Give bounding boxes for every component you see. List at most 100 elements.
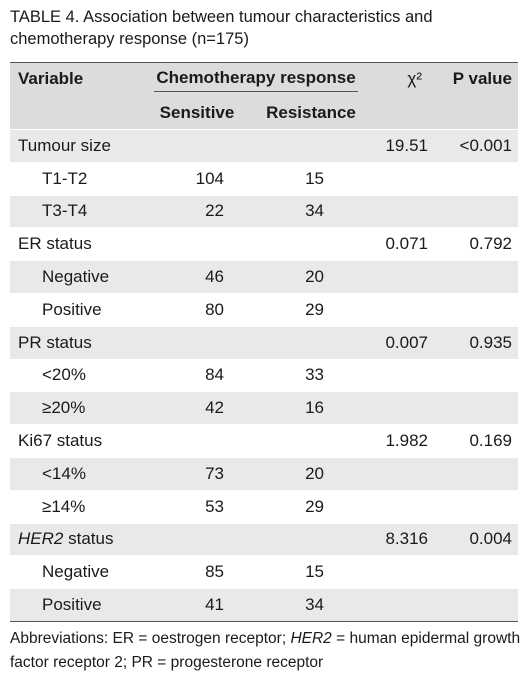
table-row: Negative 85 15	[10, 555, 518, 589]
table-row: <14% 73 20	[10, 456, 518, 491]
cell	[142, 227, 252, 261]
cell: 34	[252, 588, 370, 622]
table-row: ER status 0.071 0.792	[10, 227, 518, 261]
cell	[428, 391, 518, 425]
cell	[370, 260, 428, 294]
header-cell: χ²	[407, 69, 422, 88]
footnote-part: HER2	[290, 630, 332, 647]
row-label: Ki67 status	[10, 424, 142, 458]
sensitive-value: 104	[195, 168, 224, 188]
label-text: T3-T4	[42, 201, 88, 221]
cell	[428, 194, 518, 228]
sensitive-value: 42	[205, 398, 224, 418]
cell	[428, 456, 518, 491]
p-value: 0.004	[469, 529, 512, 549]
label-text: Positive	[42, 299, 102, 319]
resistance-value: 15	[305, 168, 324, 188]
cell	[252, 424, 370, 458]
title-line: chemotherapy response (n=175)	[10, 30, 249, 48]
row-label: Negative	[10, 260, 142, 294]
cell: 1.982	[370, 424, 428, 458]
row-label: T3-T4	[10, 194, 142, 228]
label-text: T1-T2	[42, 168, 88, 188]
chi2-value: 19.51	[385, 135, 428, 155]
cell: 33	[252, 358, 370, 392]
cell	[142, 325, 252, 360]
resistance-value: 16	[305, 398, 324, 418]
table-row: Ki67 status 1.982 0.169	[10, 424, 518, 458]
header-cell: Chemotherapy response	[142, 63, 370, 98]
header-cell: Variable	[18, 69, 84, 88]
resistance-value: 33	[305, 365, 324, 385]
row-label: Positive	[10, 292, 142, 327]
sensitive-value: 85	[205, 562, 224, 582]
row-label: <20%	[10, 358, 142, 392]
label-text: Tumour size	[18, 135, 111, 155]
cell: 15	[252, 161, 370, 196]
p-value: 0.169	[469, 431, 512, 451]
header-cell: P value	[452, 69, 512, 88]
row-label: ≥14%	[10, 489, 142, 524]
cell: 29	[252, 292, 370, 327]
cell: 0.007	[370, 325, 428, 360]
p-value: 0.935	[469, 332, 512, 352]
cell	[370, 489, 428, 524]
table-body: Tumour size 19.51 <0.001 T1-T2 104 15 T3-T4 22 3…	[10, 129, 518, 622]
row-label: Negative	[10, 555, 142, 589]
resistance-value: 20	[305, 267, 324, 287]
cell: 73	[142, 456, 252, 491]
row-label: HER2 status	[10, 522, 142, 556]
table-row: PR status 0.007 0.935	[10, 325, 518, 360]
chi2-value: 8.316	[385, 529, 428, 549]
cell	[428, 260, 518, 294]
header-cell: Resistance	[266, 103, 356, 122]
row-label: ≥20%	[10, 391, 142, 425]
cell: 0.169	[428, 424, 518, 458]
cell: 22	[142, 194, 252, 228]
table-row: ≥20% 42 16	[10, 391, 518, 425]
cell	[370, 588, 428, 622]
sensitive-value: 41	[205, 595, 224, 615]
cell: 0.935	[428, 325, 518, 360]
sensitive-value: 84	[205, 365, 224, 385]
cell: 20	[252, 260, 370, 294]
label-text: ER status	[18, 234, 92, 254]
resistance-value: 20	[305, 463, 324, 483]
resistance-value: 34	[305, 201, 324, 221]
table-row: Positive 41 34	[10, 588, 518, 622]
cell: 0.792	[428, 227, 518, 261]
sensitive-value: 53	[205, 496, 224, 516]
chi2-value: 0.071	[385, 234, 428, 254]
sensitive-value: 73	[205, 463, 224, 483]
label-italic: HER2	[18, 529, 64, 549]
label-text: Ki67 status	[18, 431, 103, 451]
cell: 16	[252, 391, 370, 425]
row-label: ER status	[10, 227, 142, 261]
table-row: Tumour size 19.51 <0.001	[10, 129, 518, 163]
cell	[370, 161, 428, 196]
cell	[142, 522, 252, 556]
table-row: T1-T2 104 15	[10, 161, 518, 196]
p-value: <0.001	[459, 135, 512, 155]
cell: 42	[142, 391, 252, 425]
cell	[252, 227, 370, 261]
cell	[252, 522, 370, 556]
cell	[252, 129, 370, 163]
label-text: Negative	[42, 562, 110, 582]
sensitive-value: 80	[205, 299, 224, 319]
cell: 15	[252, 555, 370, 589]
row-label: Positive	[10, 588, 142, 622]
label-text: PR status	[18, 332, 92, 352]
header-group: Chemotherapy response	[154, 68, 358, 92]
table-row: Positive 80 29	[10, 292, 518, 327]
cell	[428, 292, 518, 327]
p-value: 0.792	[469, 234, 512, 254]
cell	[428, 161, 518, 196]
resistance-value: 34	[305, 595, 324, 615]
cell	[428, 588, 518, 622]
header-cell: Sensitive	[159, 103, 235, 122]
table-row: HER2 status 8.316 0.004	[10, 522, 518, 556]
cell: 29	[252, 489, 370, 524]
cell: <0.001	[428, 129, 518, 163]
cell	[142, 129, 252, 163]
